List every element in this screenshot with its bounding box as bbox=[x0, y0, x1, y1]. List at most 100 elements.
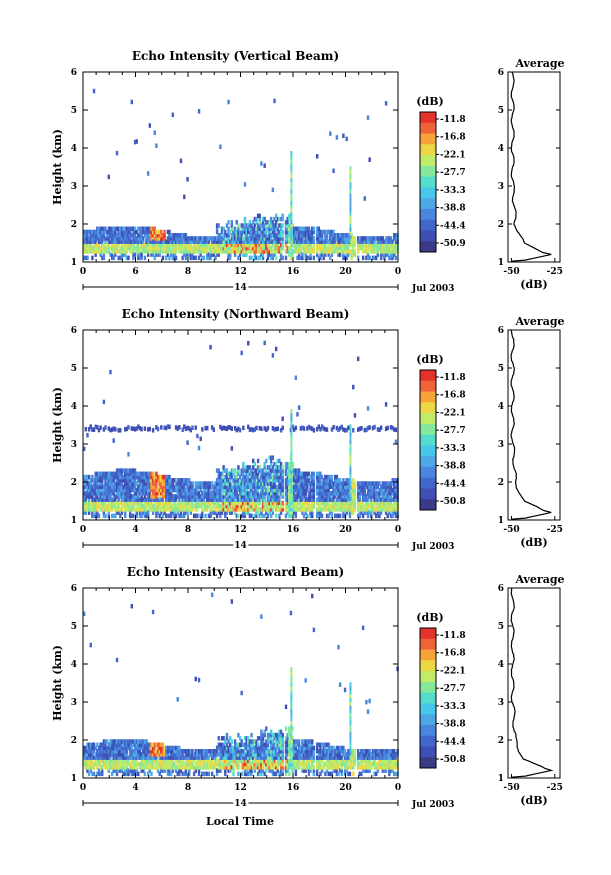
heatmap-cell bbox=[143, 471, 147, 477]
heatmap-cell bbox=[243, 220, 247, 225]
heatmap-cell bbox=[83, 484, 86, 490]
heatmap-cell bbox=[220, 761, 224, 767]
heatmap-cell bbox=[145, 503, 148, 509]
heatmap-cell bbox=[217, 507, 220, 512]
heatmap-cell bbox=[284, 471, 288, 477]
heatmap-cell bbox=[394, 494, 398, 499]
heatmap-cell bbox=[349, 450, 352, 456]
heatmap-cell bbox=[117, 255, 120, 261]
heatmap-cell bbox=[388, 481, 391, 486]
heatmap-cell bbox=[181, 427, 184, 433]
heatmap-cell bbox=[261, 252, 265, 257]
heatmap-cell bbox=[233, 742, 237, 748]
heatmap-cell bbox=[245, 474, 248, 480]
heatmap-cell bbox=[324, 474, 327, 480]
heatmap-cell bbox=[320, 232, 324, 238]
heatmap-cell bbox=[332, 232, 335, 238]
heatmap-cell bbox=[112, 232, 115, 238]
heatmap-cell bbox=[120, 761, 124, 767]
heatmap-cell bbox=[381, 252, 384, 257]
heatmap-cell bbox=[320, 497, 324, 502]
colorbar-tick-label: -44.4 bbox=[440, 221, 466, 231]
heatmap-cell bbox=[204, 513, 207, 519]
heatmap-cell bbox=[349, 424, 352, 429]
heatmap-cell bbox=[191, 765, 194, 770]
heatmap-cell bbox=[189, 752, 193, 757]
heatmap-cell bbox=[128, 742, 132, 748]
heatmap-cell bbox=[335, 507, 339, 512]
heatmap-cell bbox=[253, 232, 257, 238]
heatmap-cell bbox=[92, 245, 96, 251]
heatmap-cell bbox=[222, 487, 225, 493]
heatmap-cell bbox=[320, 484, 324, 490]
heatmap-cell bbox=[273, 223, 276, 228]
heatmap-cell bbox=[140, 484, 143, 490]
heatmap-cell bbox=[388, 236, 391, 241]
heatmap-cell bbox=[158, 755, 161, 760]
average-x-label: (dB) bbox=[520, 536, 547, 549]
heatmap-cell bbox=[130, 474, 133, 480]
heatmap-cell bbox=[214, 236, 217, 241]
heatmap-cell bbox=[173, 494, 176, 499]
heatmap-cell bbox=[140, 490, 143, 496]
heatmap-cell bbox=[324, 478, 327, 483]
heatmap-cell bbox=[192, 236, 196, 241]
heatmap-cell bbox=[301, 478, 304, 483]
heatmap-cell bbox=[97, 771, 101, 777]
heatmap-cell bbox=[290, 473, 293, 479]
heatmap-cell bbox=[235, 478, 238, 483]
heatmap-cell bbox=[340, 507, 343, 512]
heatmap-cell bbox=[202, 752, 206, 757]
heatmap-cell bbox=[299, 484, 302, 490]
heatmap-cell bbox=[146, 242, 150, 248]
heatmap-cell bbox=[178, 497, 181, 502]
heatmap-cell bbox=[128, 752, 132, 757]
heatmap-cell bbox=[83, 497, 86, 502]
heatmap-cell bbox=[224, 765, 227, 770]
colorbar-tick-label: -50.9 bbox=[440, 239, 466, 249]
heatmap-cell bbox=[212, 236, 216, 241]
heatmap-cell bbox=[301, 226, 304, 232]
colorbar-segment bbox=[420, 456, 436, 468]
heatmap-cell bbox=[199, 484, 202, 490]
heatmap-cell bbox=[238, 494, 242, 499]
heatmap-cell bbox=[268, 494, 271, 499]
heatmap-cell bbox=[142, 739, 145, 744]
heatmap-cell bbox=[124, 487, 127, 493]
heatmap-cell bbox=[393, 427, 396, 432]
heatmap-cell bbox=[383, 497, 386, 502]
heatmap-cell bbox=[256, 245, 260, 251]
heatmap-cell bbox=[260, 507, 263, 512]
heatmap-cell bbox=[133, 758, 137, 764]
heatmap-cell bbox=[329, 484, 332, 490]
heatmap-cell bbox=[279, 507, 283, 512]
heatmap-cell bbox=[338, 232, 342, 238]
heatmap-cell bbox=[365, 255, 368, 261]
heatmap-cell bbox=[84, 748, 88, 754]
heatmap-cell bbox=[112, 229, 115, 235]
heatmap-cell bbox=[87, 742, 91, 748]
heatmap-cell bbox=[263, 216, 266, 222]
heatmap-cell bbox=[156, 426, 160, 432]
heatmap-cell bbox=[297, 494, 301, 499]
heatmap-cell bbox=[376, 245, 380, 251]
heatmap-cell bbox=[179, 768, 183, 773]
heatmap-cell bbox=[166, 490, 170, 496]
heatmap-cell bbox=[238, 232, 242, 238]
heatmap-cell bbox=[94, 513, 97, 519]
heatmap-cell bbox=[242, 487, 245, 493]
heatmap-cell bbox=[158, 748, 161, 754]
heatmap-cell bbox=[178, 752, 181, 757]
heatmap-cell bbox=[345, 252, 348, 257]
heatmap-cell bbox=[342, 245, 345, 251]
heatmap-cell bbox=[176, 490, 179, 496]
heatmap-cell bbox=[224, 426, 227, 431]
heatmap-cell bbox=[160, 481, 163, 486]
heatmap-cell bbox=[153, 232, 156, 238]
heatmap-cell bbox=[261, 487, 265, 493]
heatmap-cell bbox=[270, 494, 273, 499]
heatmap-cell bbox=[233, 245, 237, 251]
heatmap-cell bbox=[388, 497, 391, 502]
heatmap-cell bbox=[222, 425, 225, 431]
heatmap-cell bbox=[115, 471, 119, 477]
